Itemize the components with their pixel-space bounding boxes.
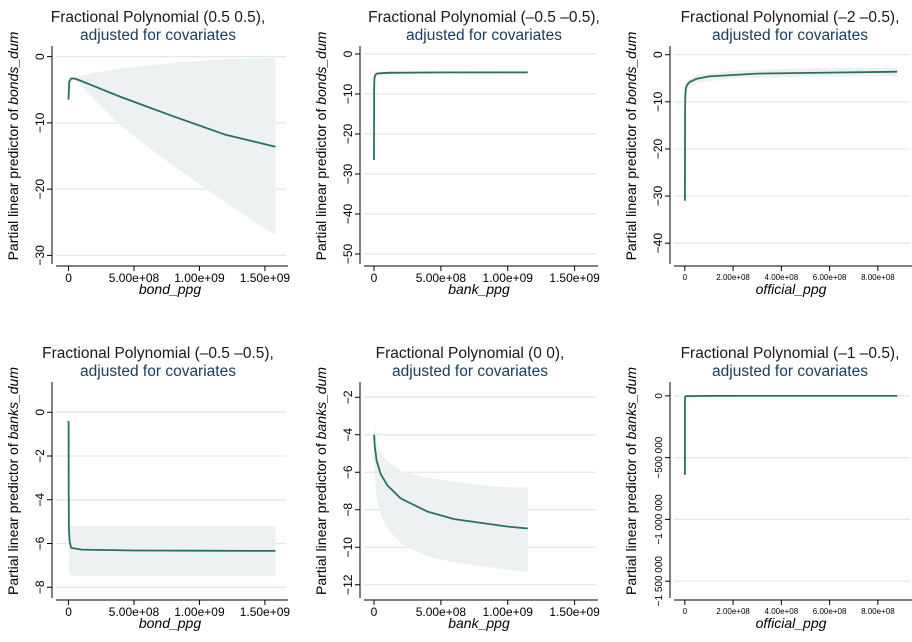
y-tick-label: −40 (651, 233, 665, 254)
fit-line (67, 420, 276, 552)
y-tick-label: −1 500 000 (654, 556, 665, 607)
x-tick-label: 2.00e+08 (716, 273, 750, 282)
x-tick-label: 4.00e+08 (765, 273, 799, 282)
y-tick-label: −20 (341, 123, 355, 144)
chart-title: Fractional Polynomial (–0.5 –0.5), (42, 345, 274, 362)
x-tick-label: 8.00e+08 (861, 607, 895, 616)
y-tick-label: −8 (33, 580, 47, 594)
x-tick-label: 5.00e+08 (109, 605, 160, 619)
x-axis-label: bond_ppg (139, 615, 202, 631)
y-tick-label: −4 (33, 493, 47, 507)
confidence-band (684, 395, 898, 556)
chart-title: Fractional Polynomial (–0.5 –0.5), (368, 9, 600, 26)
y-tick-label: −10 (341, 537, 355, 558)
x-tick-label: 8.00e+08 (861, 273, 895, 282)
chart-subtitle: adjusted for covariates (406, 27, 562, 44)
x-tick-label: 0 (65, 271, 72, 285)
y-tick-label: −1 000 000 (654, 494, 665, 545)
x-tick-label: 0 (683, 273, 688, 282)
confidence-band (374, 416, 528, 572)
x-axis-label: bank_ppg (448, 281, 510, 297)
y-tick-label: −10 (33, 112, 47, 133)
y-tick-label: −2 (341, 390, 355, 404)
x-tick-label: 2.00e+08 (716, 607, 750, 616)
x-tick-label: 1.00e+09 (483, 271, 534, 285)
chart-panel-3: 0 −10 −20 −30 −40 0 2.00e+08 4.00e+08 6.00e+08 8.… (623, 9, 912, 297)
x-tick-label: 6.00e+08 (813, 273, 847, 282)
fit-line (684, 70, 898, 201)
fit-line (373, 71, 528, 161)
y-tick-label: −6 (33, 536, 47, 550)
x-tick-label: 1.50e+09 (549, 271, 600, 285)
y-tick-label: 0 (33, 53, 47, 60)
y-tick-label: −10 (651, 91, 665, 112)
y-tick-label: −4 (341, 428, 355, 442)
chart-title: Fractional Polynomial (–2 –0.5), (681, 9, 900, 26)
x-tick-label: 4.00e+08 (765, 607, 799, 616)
fit-line (67, 77, 276, 148)
y-tick-label: −500 000 (654, 436, 665, 478)
chart-title: Fractional Polynomial (0.5 0.5), (51, 9, 266, 26)
x-tick-label: 1.00e+09 (174, 605, 225, 619)
fit-line (684, 394, 898, 475)
y-tick-label: 0 (33, 409, 47, 416)
chart-panel-2: 0 −10 −20 −30 −40 −50 0 5.00e+08 1.00e+09 1.50e+0… (313, 9, 600, 297)
y-tick-label: 0 (654, 393, 665, 399)
y-axis-label: Partial linear predictor of banks_dum (313, 367, 329, 595)
x-tick-label: 5.00e+08 (109, 271, 160, 285)
y-tick-label: −10 (341, 83, 355, 104)
x-tick-label: 0 (65, 605, 72, 619)
y-tick-label: −8 (341, 503, 355, 517)
chart-title: Fractional Polynomial (–1 –0.5), (681, 345, 900, 362)
confidence-band (684, 64, 898, 244)
x-axis-label: bond_ppg (139, 281, 202, 297)
x-tick-label: 1.50e+09 (240, 271, 291, 285)
y-tick-label: 0 (651, 51, 665, 58)
chart-subtitle: adjusted for covariates (80, 27, 236, 44)
y-axis-label: Partial linear predictor of bonds_dum (623, 31, 639, 260)
chart-subtitle: adjusted for covariates (712, 363, 868, 380)
x-axis-label: official_ppg (756, 281, 827, 297)
y-tick-label: −20 (33, 179, 47, 200)
confidence-band (68, 394, 276, 577)
chart-subtitle: adjusted for covariates (80, 363, 236, 380)
x-tick-label: 6.00e+08 (813, 607, 847, 616)
x-tick-label: 5.00e+08 (416, 271, 467, 285)
x-tick-label: 1.50e+09 (549, 605, 600, 619)
y-tick-label: −6 (341, 465, 355, 479)
y-axis-label: Partial linear predictor of bonds_dum (5, 31, 21, 260)
y-tick-label: −2 (33, 449, 47, 463)
y-tick-label: −20 (651, 138, 665, 159)
y-tick-label: −30 (651, 186, 665, 207)
y-axis-label: Partial linear predictor of banks_dum (5, 367, 21, 595)
confidence-band (68, 57, 276, 236)
y-tick-label: −40 (341, 203, 355, 224)
x-tick-label: 1.00e+09 (483, 605, 534, 619)
y-tick-label: −50 (341, 243, 355, 264)
x-tick-label: 1.50e+09 (240, 605, 291, 619)
x-axis-label: bank_ppg (448, 615, 510, 631)
x-tick-label: 5.00e+08 (416, 605, 467, 619)
y-axis-label: Partial linear predictor of bonds_dum (313, 31, 329, 260)
x-tick-label: 1.00e+09 (174, 271, 225, 285)
x-tick-label: 0 (683, 607, 688, 616)
chart-panel-6: 0 −500 000 −1 000 000 −1 500 000 0 2.00e+08 4.… (623, 345, 912, 631)
y-tick-label: −12 (341, 574, 355, 595)
y-tick-label: −30 (33, 245, 47, 266)
chart-title: Fractional Polynomial (0 0), (376, 345, 565, 362)
chart-panel-4: 0 −2 −4 −6 −8 0 5.00e+08 1.00e+09 1.50e+09 bond_p… (5, 345, 290, 631)
y-axis-label: Partial linear predictor of banks_dum (623, 367, 639, 595)
x-tick-label: 0 (371, 605, 378, 619)
y-tick-label: −30 (341, 163, 355, 184)
chart-panel-1: 0 −10 −20 −30 0 5.00e+08 1.00e+09 1.50e+09 bond_… (5, 9, 290, 297)
x-axis-label: official_ppg (756, 615, 827, 631)
chart-panel-5: −2 −4 −6 −8 −10 −12 0 5.00e+08 1.00e+09 1.50e+09 b… (313, 345, 600, 631)
confidence-band (374, 71, 528, 250)
x-tick-label: 0 (371, 271, 378, 285)
chart-subtitle: adjusted for covariates (712, 27, 868, 44)
fit-line (373, 434, 528, 530)
y-tick-label: 0 (341, 50, 355, 57)
chart-subtitle: adjusted for covariates (392, 363, 548, 380)
